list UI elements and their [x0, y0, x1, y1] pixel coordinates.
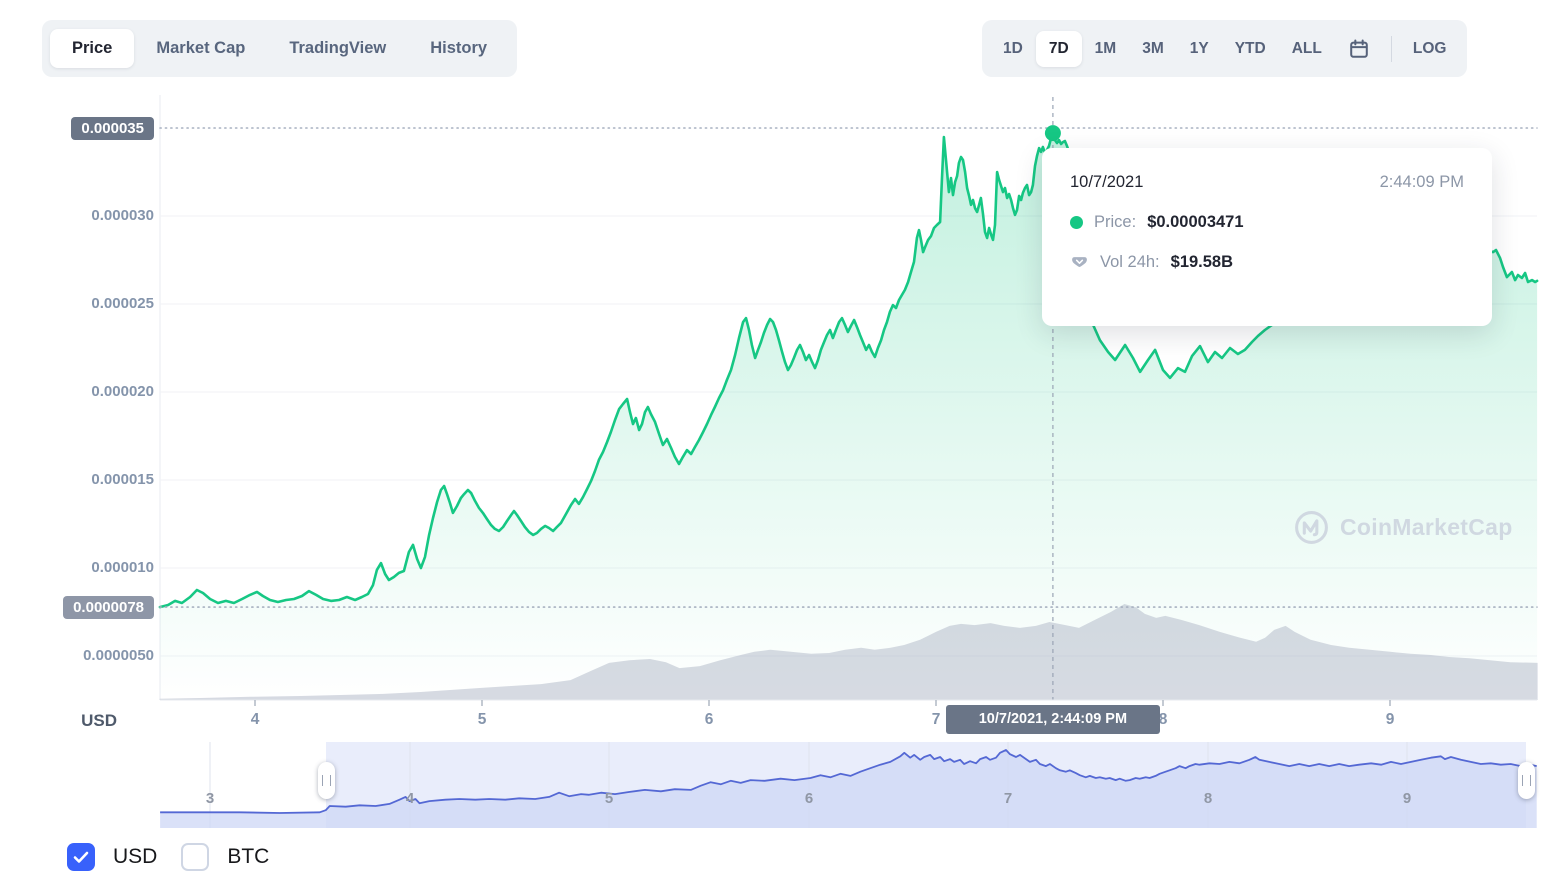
- range-ytd[interactable]: YTD: [1234, 39, 1266, 57]
- tooltip-vol-value: $19.58B: [1170, 253, 1234, 271]
- btc-checkbox-item[interactable]: BTC: [181, 843, 269, 871]
- nav-label: 3: [205, 790, 215, 807]
- tab-tradingview[interactable]: TradingView: [289, 39, 387, 57]
- tooltip-date: 10/7/2021: [1070, 173, 1144, 191]
- volume-icon: [1072, 256, 1087, 267]
- usd-checkbox[interactable]: [67, 843, 95, 871]
- y-axis-unit-label: USD: [81, 711, 117, 730]
- range-1d[interactable]: 1D: [1003, 39, 1023, 57]
- y-label: 0.000025: [91, 295, 154, 312]
- coinmarketcap-logo-icon: [1295, 511, 1328, 544]
- tab-price[interactable]: Price: [50, 29, 135, 68]
- chart-tooltip: 10/7/2021 2:44:09 PM Price: $0.00003471 …: [1042, 148, 1492, 326]
- tooltip-vol-label: Vol 24h:: [1100, 253, 1160, 271]
- calendar-button[interactable]: [1335, 29, 1383, 69]
- y-label: 0.000010: [91, 559, 154, 576]
- tab-market-cap[interactable]: Market Cap: [156, 39, 246, 57]
- price-series-dot-icon: [1070, 216, 1083, 229]
- toolbar-divider: [1390, 35, 1392, 62]
- nav-label: 7: [1003, 790, 1013, 807]
- y-label: 0.0000050: [83, 647, 154, 664]
- x-label: 8: [1158, 711, 1168, 728]
- chart-type-tabs: Price Market Cap TradingView History: [42, 20, 518, 77]
- price-area-fill: [159, 133, 1538, 701]
- tooltip-price-value: $0.00003471: [1147, 213, 1244, 231]
- calendar-icon: [1350, 39, 1368, 58]
- range-toolbar: 1D 7D 1M 3M 1Y YTD ALL LOG: [982, 20, 1468, 77]
- nav-label: 8: [1203, 790, 1213, 807]
- x-label: 9: [1385, 711, 1395, 728]
- tab-history[interactable]: History: [430, 39, 488, 57]
- nav-label: 4: [405, 790, 415, 807]
- navigator-area: [160, 750, 1537, 828]
- nav-label: 6: [804, 790, 814, 807]
- x-axis-ticks: [254, 700, 1391, 706]
- usd-checkbox-label: USD: [113, 845, 158, 868]
- check-icon: [73, 851, 89, 863]
- watermark: CoinMarketCap: [1293, 509, 1513, 546]
- range-all[interactable]: ALL: [1291, 39, 1322, 57]
- nav-label: 9: [1402, 790, 1412, 807]
- y-label-open-badge: 0.0000078: [63, 596, 154, 619]
- crosshair-date-badge: 10/7/2021, 2:44:09 PM: [945, 705, 1160, 734]
- x-label: 5: [477, 711, 487, 728]
- x-label: 4: [250, 711, 260, 728]
- price-line: [158, 131, 1539, 609]
- navigator-right-handle[interactable]: [1518, 762, 1535, 799]
- y-label: 0.000020: [91, 383, 154, 400]
- y-label: 0.000015: [91, 471, 154, 488]
- x-label: 6: [704, 711, 714, 728]
- btc-checkbox[interactable]: [181, 843, 210, 871]
- btc-checkbox-label: BTC: [227, 845, 270, 868]
- usd-checkbox-item[interactable]: USD: [67, 843, 157, 871]
- tooltip-price-label: Price:: [1094, 213, 1137, 231]
- drag-grip-icon: [322, 775, 331, 786]
- log-scale-toggle[interactable]: LOG: [1412, 39, 1447, 57]
- navigator-left-handle[interactable]: [318, 762, 335, 799]
- navigator-line: [160, 749, 1537, 814]
- nav-label: 5: [604, 790, 614, 807]
- tooltip-time: 2:44:09 PM: [1379, 173, 1464, 191]
- crosshair-dot: [1044, 125, 1061, 142]
- drag-grip-icon: [1522, 775, 1531, 786]
- navigator[interactable]: [160, 742, 1537, 828]
- range-1m[interactable]: 1M: [1094, 39, 1117, 57]
- volume-area: [159, 604, 1538, 700]
- y-label: 0.000030: [91, 207, 154, 224]
- range-1y[interactable]: 1Y: [1189, 39, 1209, 57]
- x-label: 7: [931, 711, 941, 728]
- range-3m[interactable]: 3M: [1142, 39, 1164, 57]
- y-label-high-badge: 0.000035: [71, 117, 154, 140]
- currency-legend: USD BTC: [67, 843, 269, 871]
- watermark-text: CoinMarketCap: [1340, 514, 1513, 540]
- range-7d[interactable]: 7D: [1035, 30, 1082, 67]
